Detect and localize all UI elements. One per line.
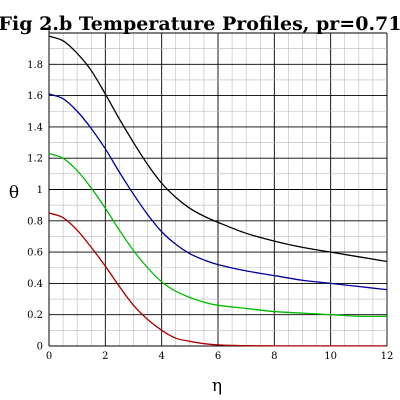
x-tick-label: 12 bbox=[381, 351, 394, 362]
y-tick-label: 0.8 bbox=[27, 216, 43, 227]
y-tick-label: 0.6 bbox=[27, 248, 43, 259]
x-tick-label: 2 bbox=[102, 351, 108, 362]
chart-title: Fig 2.b Temperature Profiles, pr=0.71 bbox=[0, 13, 400, 35]
x-tick-label: 4 bbox=[158, 351, 164, 362]
y-tick-label: 1 bbox=[37, 185, 43, 196]
series-line-1 bbox=[48, 35, 388, 263]
x-tick-label: 8 bbox=[271, 351, 277, 362]
series-line-4 bbox=[48, 212, 387, 347]
y-tick-label: 0 bbox=[37, 342, 43, 353]
y-tick-label: 0.2 bbox=[27, 310, 43, 321]
x-tick-label: 6 bbox=[215, 351, 221, 362]
x-tick-label: 10 bbox=[324, 351, 337, 362]
y-tick-label: 1.6 bbox=[27, 91, 43, 102]
y-tick-label: 1.8 bbox=[27, 60, 43, 71]
tick-labels: 0 2 4 6 8 10 12 0 0.2 0.4 0.6 0.8 1 1.2 1.4 1.6 1.8 bbox=[27, 60, 393, 362]
y-tick-label: 1.4 bbox=[27, 122, 43, 133]
series-line-3 bbox=[48, 152, 388, 318]
y-tick-label: 1.2 bbox=[27, 154, 43, 165]
series-line-2 bbox=[48, 93, 388, 291]
x-tick-label: 0 bbox=[46, 351, 52, 362]
grid bbox=[48, 32, 388, 347]
y-tick-label: 0.4 bbox=[27, 279, 43, 290]
series-lines bbox=[48, 35, 388, 347]
y-axis-label: θ bbox=[9, 183, 19, 203]
x-axis-label: η bbox=[212, 376, 222, 396]
